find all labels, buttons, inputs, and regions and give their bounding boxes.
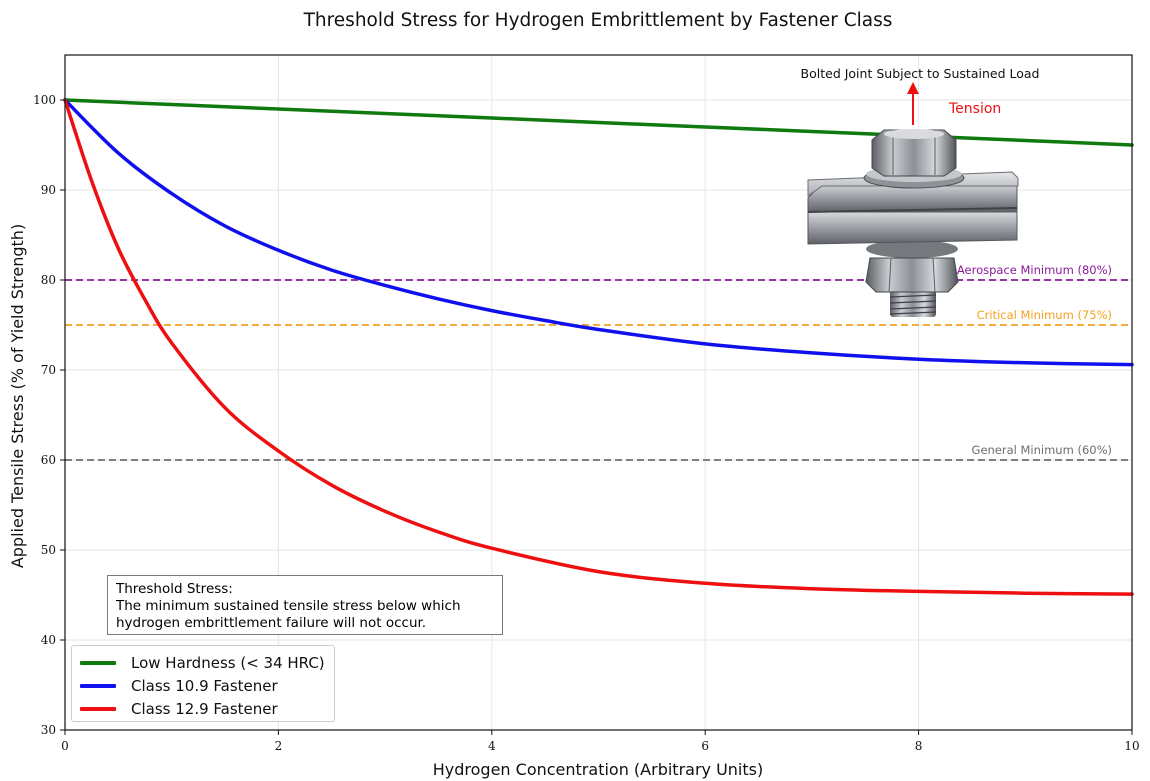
series-line [63, 98, 1134, 596]
legend-label-class-12-9: Class 12.9 Fastener [131, 699, 278, 718]
note-line-2: hydrogen embrittlement failure will not … [116, 615, 427, 631]
x-tick-label: 2 [275, 739, 283, 753]
joint-caption: Bolted Joint Subject to Sustained Load [801, 66, 1040, 81]
y-tick-label: 40 [41, 633, 56, 647]
legend-item-class-10-9: Class 10.9 Fastener [80, 674, 326, 697]
note-line-1: The minimum sustained tensile stress bel… [116, 598, 461, 614]
series-line [63, 98, 1134, 367]
y-tick-label: 100 [33, 93, 56, 107]
legend-label-low-hardness: Low Hardness (< 34 HRC) [131, 653, 325, 672]
legend-swatch-low-hardness [80, 660, 116, 665]
y-tick-label: 60 [41, 453, 56, 467]
reference-lines: Aerospace Minimum (80%) Critical Minimum … [65, 263, 1132, 461]
y-tick-label: 90 [41, 183, 56, 197]
tension-arrow [907, 82, 919, 125]
series-lines [63, 54, 1134, 731]
legend-item-low-hardness: Low Hardness (< 34 HRC) [80, 651, 326, 674]
x-tick-label: 10 [1124, 739, 1139, 753]
tension-label: Tension [948, 101, 1001, 117]
bolted-joint-illustration [807, 129, 1019, 317]
legend-label-class-10-9: Class 10.9 Fastener [131, 676, 278, 695]
reference-line-label: Critical Minimum (75%) [977, 308, 1112, 322]
y-tick-label: 50 [41, 543, 56, 557]
chart-title: Threshold Stress for Hydrogen Embrittlem… [303, 10, 893, 31]
legend-swatch-class-10-9 [80, 683, 116, 688]
legend-item-class-12-9: Class 12.9 Fastener [80, 697, 326, 720]
note-title: Threshold Stress: [116, 581, 233, 597]
x-tick-label: 4 [488, 739, 496, 753]
x-axis-label: Hydrogen Concentration (Arbitrary Units) [433, 760, 763, 779]
reference-line-label: General Minimum (60%) [972, 443, 1112, 457]
reference-line-label: Aerospace Minimum (80%) [957, 263, 1112, 277]
legend: Low Hardness (< 34 HRC) Class 10.9 Faste… [71, 645, 335, 722]
x-tick-label: 0 [61, 739, 69, 753]
threshold-stress-note: Threshold Stress: The minimum sustained … [107, 575, 503, 635]
x-tick-label: 8 [915, 739, 923, 753]
axis-ticks: 0 2 4 6 8 10 30 40 50 60 70 80 90 100 [33, 93, 1140, 753]
legend-swatch-class-12-9 [80, 706, 116, 711]
x-tick-label: 6 [701, 739, 709, 753]
plot-frame [64, 54, 1133, 731]
y-tick-label: 70 [41, 363, 56, 377]
y-tick-label: 30 [41, 723, 56, 737]
y-axis-label: Applied Tensile Stress (% of Yield Stren… [8, 224, 27, 568]
y-tick-label: 80 [41, 273, 56, 287]
